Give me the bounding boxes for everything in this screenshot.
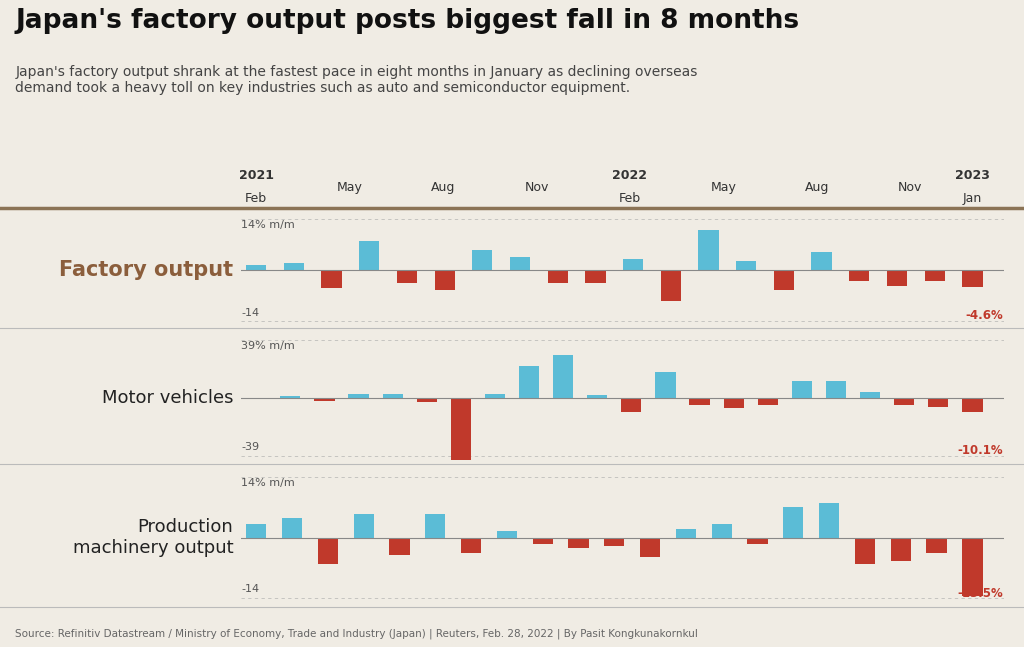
Text: -39: -39 — [242, 442, 259, 452]
Text: Nov: Nov — [524, 181, 549, 194]
Bar — [825, 381, 846, 398]
Bar — [284, 263, 304, 270]
Bar — [417, 398, 437, 402]
Bar — [353, 514, 374, 538]
Bar — [736, 261, 757, 270]
Bar — [689, 398, 710, 405]
Text: Motor vehicles: Motor vehicles — [102, 389, 233, 407]
Bar — [927, 538, 947, 553]
Text: 2023: 2023 — [955, 169, 990, 182]
Text: Japan's factory output posts biggest fall in 8 months: Japan's factory output posts biggest fal… — [15, 8, 800, 34]
Bar — [389, 538, 410, 555]
Bar — [548, 270, 568, 283]
Text: -13.5%: -13.5% — [957, 587, 1002, 600]
Bar — [314, 398, 335, 401]
Bar — [472, 250, 493, 270]
Bar — [322, 270, 342, 288]
Bar — [963, 538, 982, 596]
Bar — [484, 393, 505, 398]
Text: May: May — [337, 181, 362, 194]
Bar — [246, 525, 266, 538]
Bar — [451, 398, 471, 460]
Text: Source: Refinitiv Datastream / Ministry of Economy, Trade and Industry (Japan) |: Source: Refinitiv Datastream / Ministry … — [15, 628, 698, 639]
Bar — [359, 241, 380, 270]
Text: Jan: Jan — [963, 192, 982, 204]
Bar — [855, 538, 876, 564]
Bar — [510, 258, 530, 270]
Bar — [282, 518, 302, 538]
Text: Japan's factory output shrank at the fastest pace in eight months in January as : Japan's factory output shrank at the fas… — [15, 65, 697, 95]
Bar — [497, 531, 517, 538]
Bar — [622, 398, 641, 412]
Bar — [925, 270, 945, 281]
Bar — [860, 392, 881, 398]
Bar — [748, 538, 768, 544]
Bar — [553, 355, 573, 398]
Text: Nov: Nov — [898, 181, 923, 194]
Text: Feb: Feb — [618, 192, 641, 204]
Bar — [849, 270, 869, 281]
Bar — [604, 538, 625, 546]
Text: Aug: Aug — [805, 181, 828, 194]
Bar — [568, 538, 589, 549]
Bar — [434, 270, 455, 290]
Bar — [587, 395, 607, 398]
Bar — [246, 398, 266, 399]
Bar — [724, 398, 743, 408]
Text: 14% m/m: 14% m/m — [242, 477, 295, 488]
Text: -4.6%: -4.6% — [965, 309, 1002, 322]
Bar — [281, 396, 300, 398]
Bar — [532, 538, 553, 544]
Bar — [792, 381, 812, 398]
Text: -14: -14 — [242, 307, 259, 318]
Bar — [819, 503, 840, 538]
Bar — [519, 366, 540, 398]
Bar — [623, 259, 643, 270]
Text: Feb: Feb — [245, 192, 267, 204]
Bar — [425, 514, 445, 538]
Text: 2022: 2022 — [612, 169, 647, 182]
Bar — [887, 270, 907, 287]
Bar — [348, 395, 369, 398]
Text: Production
machinery output: Production machinery output — [73, 518, 233, 557]
Text: Factory output: Factory output — [59, 260, 233, 280]
Text: May: May — [711, 181, 736, 194]
Bar — [397, 270, 417, 283]
Bar — [891, 538, 911, 562]
Text: Aug: Aug — [431, 181, 456, 194]
Bar — [712, 525, 732, 538]
Text: -14: -14 — [242, 584, 259, 595]
Text: 39% m/m: 39% m/m — [242, 341, 295, 351]
Bar — [461, 538, 481, 553]
Bar — [811, 252, 831, 270]
Bar — [655, 372, 676, 398]
Bar — [758, 398, 778, 405]
Bar — [783, 507, 804, 538]
Bar — [698, 230, 719, 270]
Text: 2021: 2021 — [239, 169, 273, 182]
Bar — [317, 538, 338, 564]
Text: 14% m/m: 14% m/m — [242, 220, 295, 230]
Bar — [894, 398, 914, 405]
Bar — [660, 270, 681, 301]
Bar — [246, 265, 266, 270]
Bar — [928, 398, 948, 406]
Bar — [963, 398, 982, 413]
Text: -10.1%: -10.1% — [957, 444, 1002, 457]
Bar — [774, 270, 794, 290]
Bar — [640, 538, 660, 557]
Bar — [963, 270, 982, 287]
Bar — [383, 395, 402, 398]
Bar — [676, 529, 696, 538]
Bar — [586, 270, 605, 283]
